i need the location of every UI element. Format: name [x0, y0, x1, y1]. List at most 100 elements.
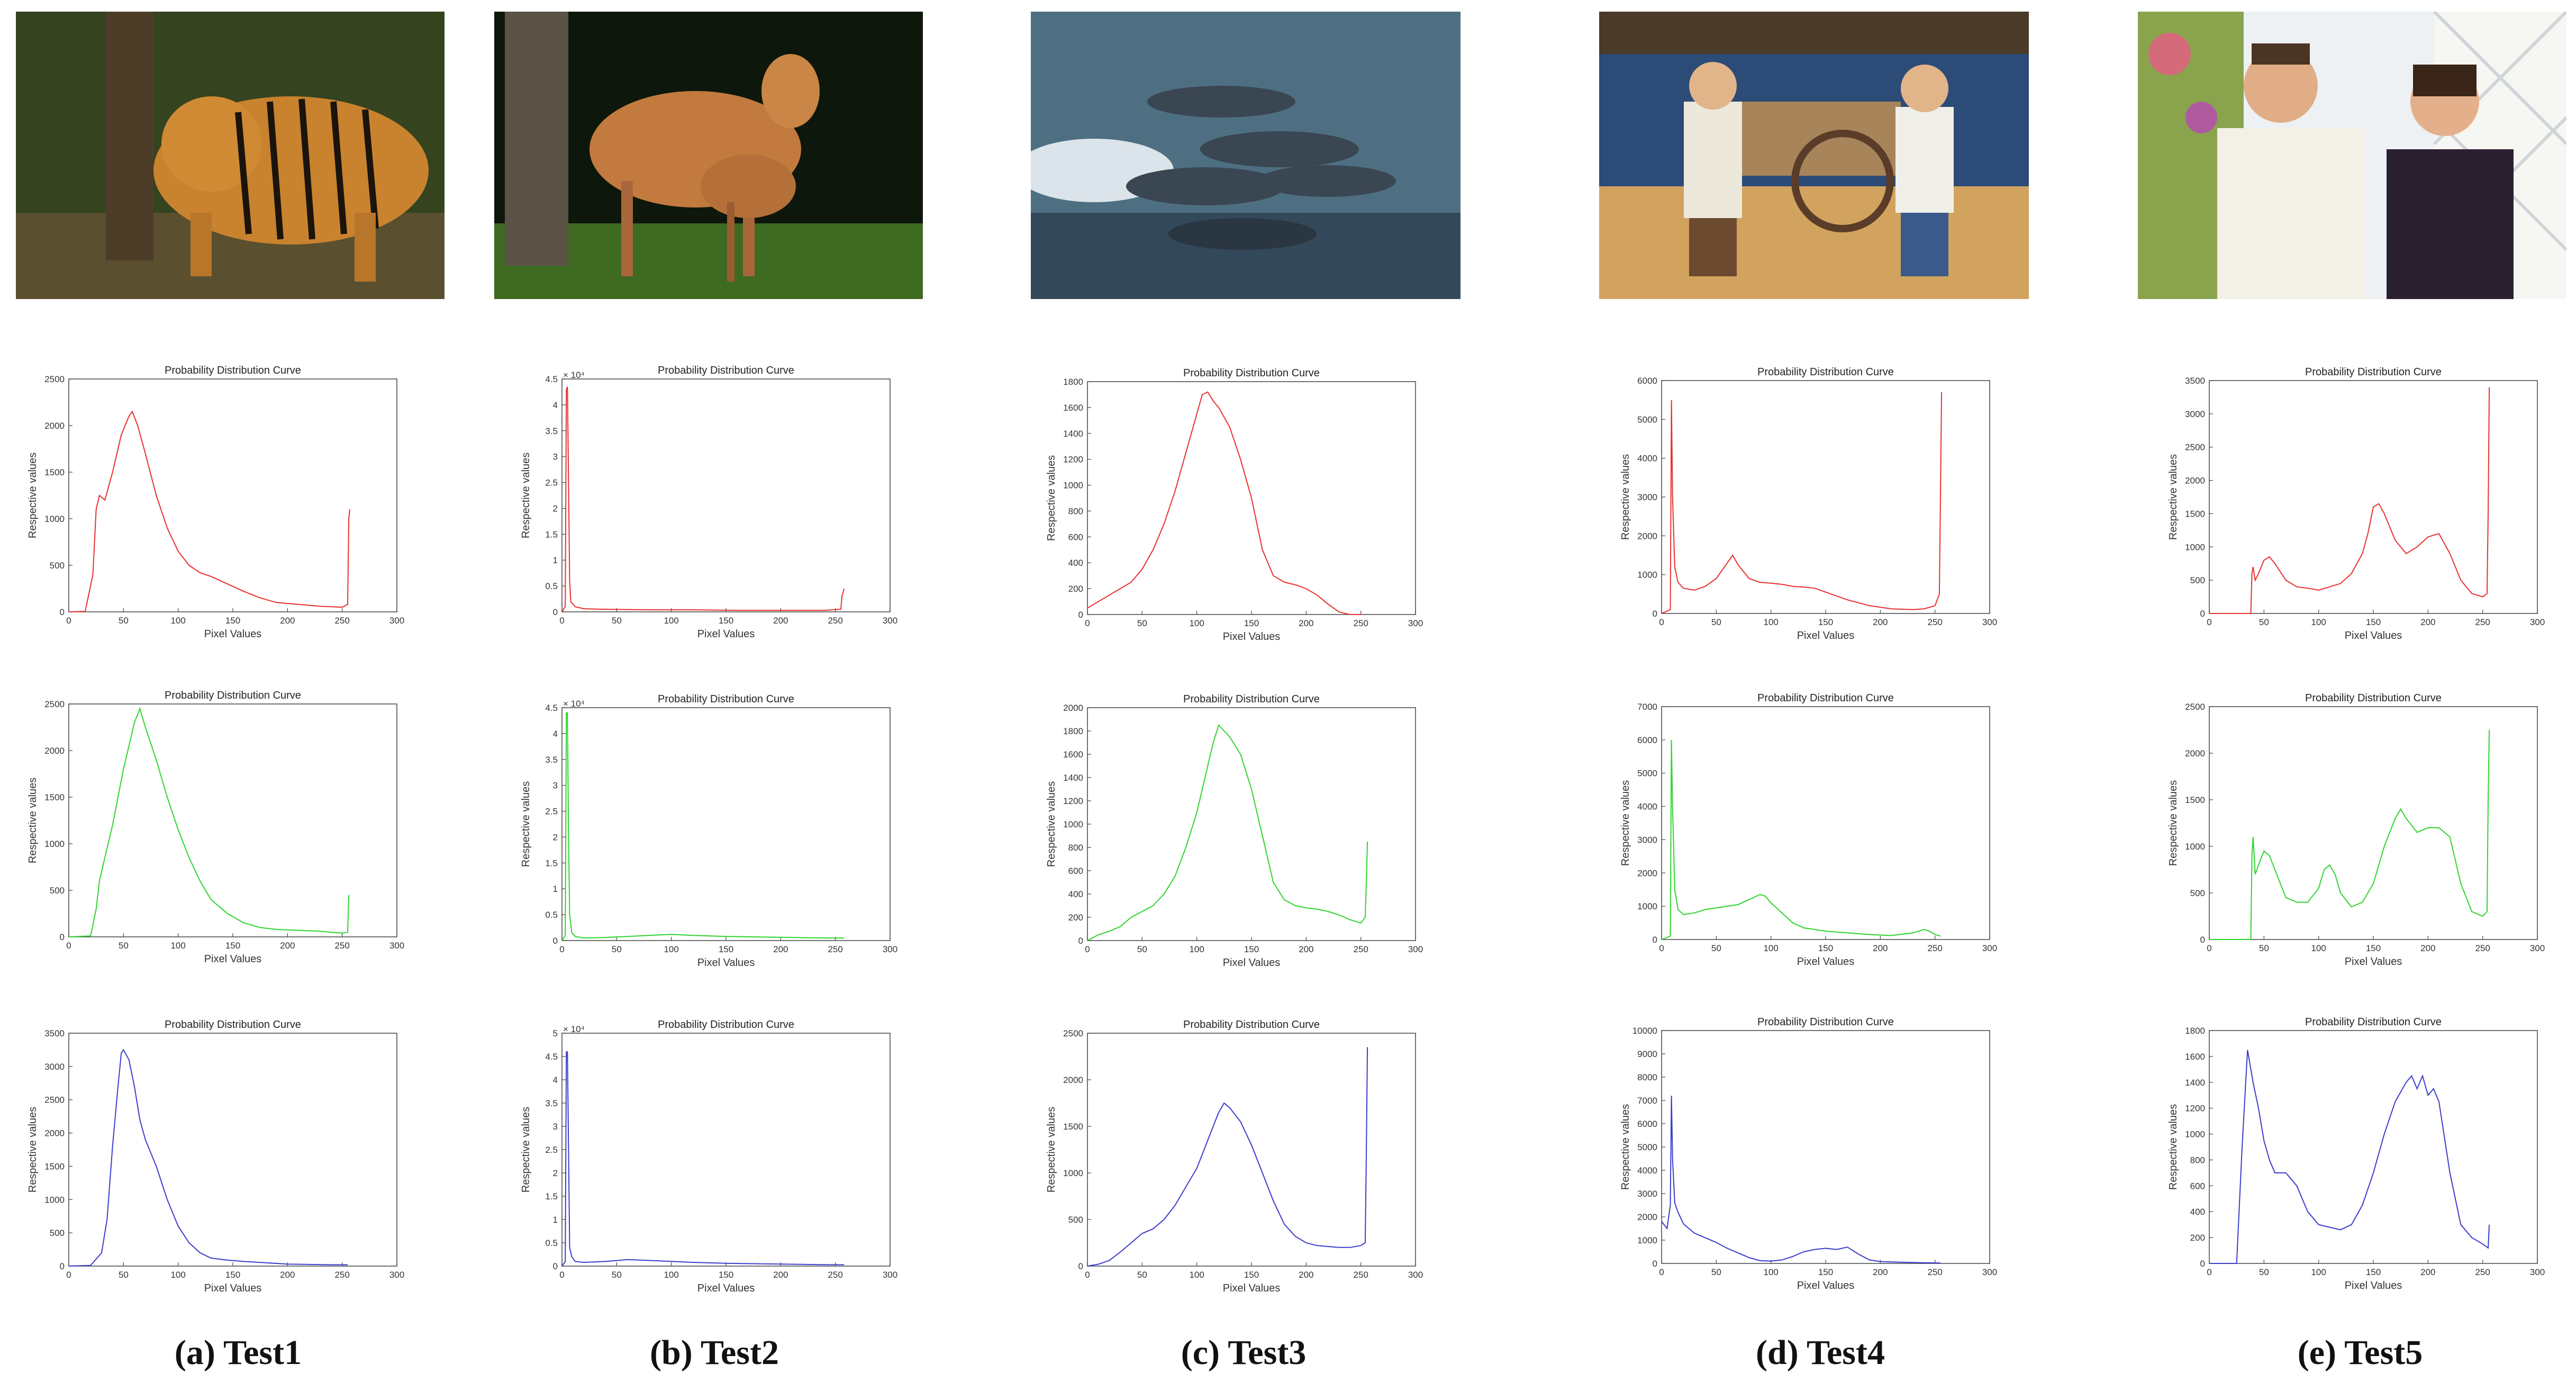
y-tick-label: 1000	[44, 1195, 65, 1205]
series-line	[1087, 724, 1368, 941]
y-tick-label: 5000	[1637, 1142, 1657, 1152]
y-tick-label: 500	[2190, 575, 2205, 585]
y-axis-label: Respective values	[2167, 1104, 2179, 1190]
y-tick-label: 600	[2190, 1181, 2205, 1191]
histogram-chart: Probability Distribution Curve 0 50 100 150 2…	[1046, 1019, 1423, 1294]
x-tick-label: 250	[828, 616, 842, 626]
x-axis-label: Pixel Values	[697, 628, 755, 640]
x-tick-label: 300	[883, 1270, 897, 1280]
y-tick-label: 0.5	[545, 1238, 558, 1248]
y-tick-label: 1500	[2185, 509, 2205, 519]
series-line	[2209, 1050, 2490, 1264]
y-tick-label: 400	[1068, 889, 1083, 899]
y-tick-label: 2.5	[545, 1145, 558, 1155]
x-tick-label: 300	[1408, 944, 1423, 954]
x-axis-label: Pixel Values	[1223, 1282, 1281, 1294]
x-tick-label: 50	[612, 1270, 622, 1280]
caption-test2: (b) Test2	[650, 1333, 779, 1372]
x-tick-label: 300	[1982, 1267, 1997, 1277]
series-line	[1087, 1047, 1368, 1267]
y-tick-label: 0	[1078, 936, 1083, 946]
plot-frame	[561, 1033, 891, 1267]
plot-frame	[561, 707, 891, 941]
chart-test5-green: Probability Distribution Curve 0 50 100 150 2…	[2159, 685, 2561, 982]
y-tick-label: 2.5	[545, 478, 558, 488]
y-tick-label: 500	[50, 1228, 65, 1238]
x-tick-label: 200	[280, 941, 295, 951]
x-tick-label: 250	[334, 616, 349, 626]
y-tick-label: 2000	[1637, 531, 1657, 541]
chart-title: Probability Distribution Curve	[658, 1019, 794, 1031]
y-axis-label: Respective values	[1620, 1104, 1631, 1190]
y-tick-label: 2000	[2185, 748, 2205, 758]
y-tick-label: 1400	[1063, 429, 1083, 439]
x-tick-label: 200	[280, 616, 295, 626]
x-tick-label: 300	[883, 944, 897, 954]
plot-frame	[68, 1033, 397, 1267]
chart-title: Probability Distribution Curve	[1183, 693, 1320, 705]
x-tick-label: 0	[1085, 618, 1090, 628]
y-axis-label: Respective values	[2167, 454, 2179, 540]
y-tick-label: 1.5	[545, 858, 558, 868]
y-exponent-label: × 10⁴	[563, 1024, 585, 1034]
y-tick-label: 1500	[44, 1161, 65, 1171]
x-tick-label: 50	[119, 941, 129, 951]
y-exponent-label: × 10⁴	[563, 699, 585, 709]
chart-title: Probability Distribution Curve	[165, 365, 301, 376]
y-tick-label: 3.5	[545, 755, 558, 765]
y-tick-label: 3000	[44, 1062, 65, 1072]
y-tick-label: 1	[553, 555, 558, 565]
caption-test5: (e) Test5	[2297, 1333, 2423, 1372]
chart-test5-red: Probability Distribution Curve 0 50 100 150 2…	[2159, 359, 2561, 656]
x-tick-label: 50	[1137, 1270, 1147, 1280]
histogram-chart: Probability Distribution Curve 0 50 100 150 2…	[2167, 366, 2545, 642]
x-tick-label: 200	[2420, 617, 2435, 627]
x-tick-label: 150	[719, 1270, 733, 1280]
y-tick-label: 3000	[1637, 492, 1657, 502]
y-axis-label: Respective values	[1620, 780, 1631, 866]
x-tick-label: 150	[1818, 943, 1833, 953]
y-tick-label: 0	[60, 932, 65, 942]
x-tick-label: 300	[2530, 1267, 2545, 1277]
y-axis-label: Respective values	[520, 453, 532, 538]
caption-test4: (d) Test4	[1756, 1333, 1885, 1372]
y-tick-label: 2000	[44, 1128, 65, 1139]
x-tick-label: 0	[559, 1270, 564, 1280]
x-axis-label: Pixel Values	[204, 953, 262, 965]
plot-frame	[1661, 1030, 1990, 1264]
x-axis-label: Pixel Values	[1223, 631, 1281, 643]
y-tick-label: 1400	[1063, 773, 1083, 783]
x-tick-label: 100	[664, 1270, 678, 1280]
x-tick-label: 0	[66, 616, 71, 626]
x-tick-label: 150	[2366, 943, 2381, 953]
chart-test4-green: Probability Distribution Curve 0 50 100 150 2…	[1611, 685, 2013, 982]
y-tick-label: 500	[50, 886, 65, 896]
y-tick-label: 2500	[1063, 1028, 1083, 1038]
y-tick-label: 1000	[1637, 570, 1657, 580]
chart-title: Probability Distribution Curve	[1757, 1016, 1894, 1028]
x-axis-label: Pixel Values	[1797, 956, 1855, 968]
series-line	[1661, 739, 1941, 940]
x-tick-label: 50	[1711, 617, 1721, 627]
x-tick-label: 50	[2259, 1267, 2269, 1277]
y-tick-label: 9000	[1637, 1049, 1657, 1059]
x-tick-label: 300	[1408, 618, 1423, 628]
y-tick-label: 1.5	[545, 1191, 558, 1202]
histogram-chart: Probability Distribution Curve 0 50 100 150 2…	[520, 693, 897, 969]
x-tick-label: 250	[1353, 1270, 1368, 1280]
y-tick-label: 4	[553, 1075, 558, 1085]
x-tick-label: 100	[2311, 943, 2326, 953]
y-tick-label: 5000	[1637, 769, 1657, 779]
chart-test4-red: Probability Distribution Curve 0 50 100 150 2…	[1611, 359, 2013, 656]
x-tick-label: 200	[2420, 1267, 2435, 1277]
histogram-chart: Probability Distribution Curve 0 50 100 150 2…	[27, 690, 404, 965]
y-tick-label: 400	[1068, 558, 1083, 568]
x-tick-label: 250	[2475, 1267, 2490, 1277]
y-tick-label: 1800	[1063, 377, 1083, 387]
x-tick-label: 50	[119, 616, 129, 626]
plot-frame	[561, 378, 891, 612]
x-tick-label: 200	[1873, 1267, 1888, 1277]
y-tick-label: 1000	[1063, 819, 1083, 829]
dolphins-photo	[1031, 12, 1461, 299]
y-tick-label: 6000	[1637, 735, 1657, 745]
